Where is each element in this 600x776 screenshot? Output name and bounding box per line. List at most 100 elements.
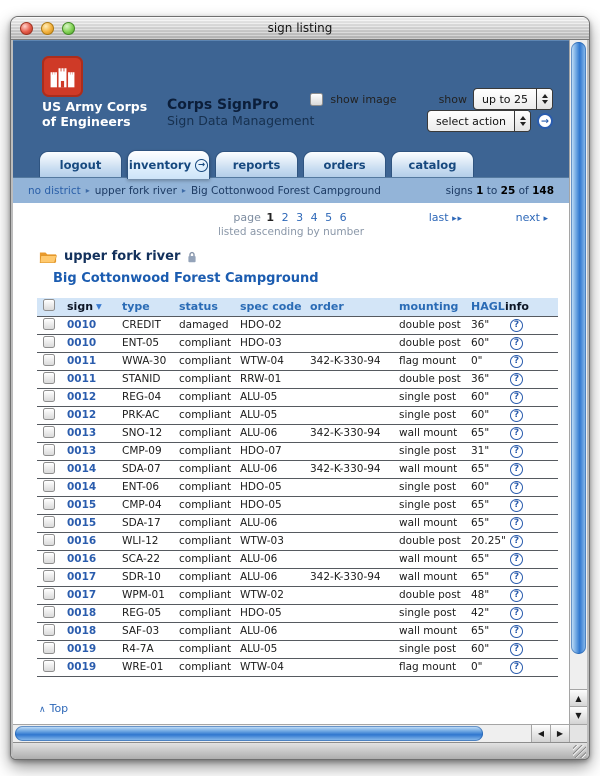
back-to-top-link[interactable]: ∧ Top xyxy=(39,702,69,715)
tab-inventory[interactable]: inventory → xyxy=(127,150,210,179)
info-help-icon[interactable]: ? xyxy=(510,354,523,368)
action-select[interactable]: select action xyxy=(426,110,531,132)
page-link-2[interactable]: 2 xyxy=(281,211,289,224)
info-help-icon[interactable]: ? xyxy=(510,624,523,638)
info-help-icon[interactable]: ? xyxy=(510,462,523,476)
breadcrumb-site[interactable]: Big Cottonwood Forest Campground xyxy=(190,184,381,197)
sign-link[interactable]: 0012 xyxy=(67,391,97,403)
row-checkbox[interactable] xyxy=(43,407,55,420)
next-page-link[interactable]: next ▸ xyxy=(515,211,548,224)
info-help-icon[interactable]: ? xyxy=(510,516,523,530)
scroll-left-arrow[interactable]: ◀ xyxy=(531,725,550,742)
info-help-icon[interactable]: ? xyxy=(510,408,523,422)
row-checkbox[interactable] xyxy=(43,335,55,348)
row-checkbox[interactable] xyxy=(43,569,55,582)
sign-link[interactable]: 0011 xyxy=(67,373,97,385)
page-size-select[interactable]: up to 25 xyxy=(473,88,553,110)
sign-link[interactable]: 0013 xyxy=(67,427,97,439)
scroll-right-arrow[interactable]: ▶ xyxy=(550,725,569,742)
tab-orders[interactable]: orders xyxy=(303,151,386,177)
info-help-icon[interactable]: ? xyxy=(510,588,523,602)
info-help-icon[interactable]: ? xyxy=(510,390,523,404)
sign-link[interactable]: 0013 xyxy=(67,445,97,457)
row-checkbox[interactable] xyxy=(43,497,55,510)
horizontal-scrollbar-thumb[interactable] xyxy=(15,726,483,741)
sign-link[interactable]: 0019 xyxy=(67,661,97,673)
row-checkbox[interactable] xyxy=(43,353,55,366)
row-checkbox[interactable] xyxy=(43,443,55,456)
sign-link[interactable]: 0010 xyxy=(67,337,97,349)
row-checkbox[interactable] xyxy=(43,587,55,600)
sign-link[interactable]: 0018 xyxy=(67,625,97,637)
column-header-hagl[interactable]: HAGL xyxy=(471,300,505,314)
sign-link[interactable]: 0012 xyxy=(67,409,97,421)
row-checkbox[interactable] xyxy=(43,479,55,492)
info-help-icon[interactable]: ? xyxy=(510,480,523,494)
sign-link[interactable]: 0016 xyxy=(67,535,97,547)
sign-link[interactable]: 0017 xyxy=(67,571,97,583)
breadcrumb-district[interactable]: no district xyxy=(28,184,81,197)
row-checkbox[interactable] xyxy=(43,425,55,438)
go-button[interactable]: → xyxy=(537,113,553,129)
scroll-up-arrow[interactable]: ▲ xyxy=(570,689,587,707)
column-header-mounting[interactable]: mounting xyxy=(399,300,459,314)
row-checkbox[interactable] xyxy=(43,533,55,546)
sign-link[interactable]: 0010 xyxy=(67,319,97,331)
info-help-icon[interactable]: ? xyxy=(510,336,523,350)
tab-reports[interactable]: reports xyxy=(215,151,298,177)
row-checkbox[interactable] xyxy=(43,623,55,636)
zoom-button[interactable] xyxy=(62,21,75,35)
info-help-icon[interactable]: ? xyxy=(510,606,523,620)
vertical-scrollbar-thumb[interactable] xyxy=(571,42,586,654)
sign-link[interactable]: 0015 xyxy=(67,517,97,529)
row-checkbox[interactable] xyxy=(43,389,55,402)
column-header-order[interactable]: order xyxy=(310,300,344,314)
sign-link[interactable]: 0014 xyxy=(67,463,97,475)
info-help-icon[interactable]: ? xyxy=(510,444,523,458)
breadcrumb-river[interactable]: upper fork river xyxy=(94,184,177,197)
row-checkbox[interactable] xyxy=(43,317,55,330)
row-checkbox[interactable] xyxy=(43,641,55,654)
page-link-3[interactable]: 3 xyxy=(296,211,304,224)
horizontal-scrollbar[interactable]: ◀ ▶ xyxy=(13,724,587,742)
row-checkbox[interactable] xyxy=(43,659,55,672)
info-help-icon[interactable]: ? xyxy=(510,498,523,512)
show-image-checkbox[interactable] xyxy=(310,92,324,106)
info-help-icon[interactable]: ? xyxy=(510,660,523,674)
page-link-5[interactable]: 5 xyxy=(325,211,333,224)
sign-link[interactable]: 0015 xyxy=(67,499,97,511)
sign-link[interactable]: 0011 xyxy=(67,355,97,367)
row-checkbox[interactable] xyxy=(43,605,55,618)
select-all-checkbox[interactable] xyxy=(43,299,55,312)
info-help-icon[interactable]: ? xyxy=(510,642,523,656)
info-help-icon[interactable]: ? xyxy=(510,426,523,440)
tab-catalog[interactable]: catalog xyxy=(391,151,474,177)
page-link-4[interactable]: 4 xyxy=(310,211,318,224)
sign-link[interactable]: 0018 xyxy=(67,607,97,619)
resize-grip[interactable] xyxy=(573,745,586,758)
sign-link[interactable]: 0014 xyxy=(67,481,97,493)
vertical-scrollbar[interactable]: ▲ ▼ xyxy=(569,40,587,724)
info-help-icon[interactable]: ? xyxy=(510,552,523,566)
close-button[interactable] xyxy=(20,21,33,35)
info-help-icon[interactable]: ? xyxy=(510,372,523,386)
info-help-icon[interactable]: ? xyxy=(510,534,523,548)
column-header-status[interactable]: status xyxy=(179,300,218,314)
column-header-type[interactable]: type xyxy=(122,300,150,314)
info-help-icon[interactable]: ? xyxy=(510,570,523,584)
row-checkbox[interactable] xyxy=(43,461,55,474)
scroll-down-arrow[interactable]: ▼ xyxy=(570,706,587,724)
tab-logout[interactable]: logout xyxy=(39,151,122,177)
info-help-icon[interactable]: ? xyxy=(510,318,523,332)
page-link-6[interactable]: 6 xyxy=(339,211,347,224)
sign-link[interactable]: 0017 xyxy=(67,589,97,601)
minimize-button[interactable] xyxy=(41,21,54,35)
sign-link[interactable]: 0019 xyxy=(67,643,97,655)
row-checkbox[interactable] xyxy=(43,515,55,528)
column-header-spec-code[interactable]: spec code xyxy=(240,300,302,314)
sign-link[interactable]: 0016 xyxy=(67,553,97,565)
last-page-link[interactable]: last ▸ ▸ xyxy=(428,211,462,224)
row-checkbox[interactable] xyxy=(43,371,55,384)
column-header-sign[interactable]: sign ▼ xyxy=(67,300,102,314)
row-checkbox[interactable] xyxy=(43,551,55,564)
